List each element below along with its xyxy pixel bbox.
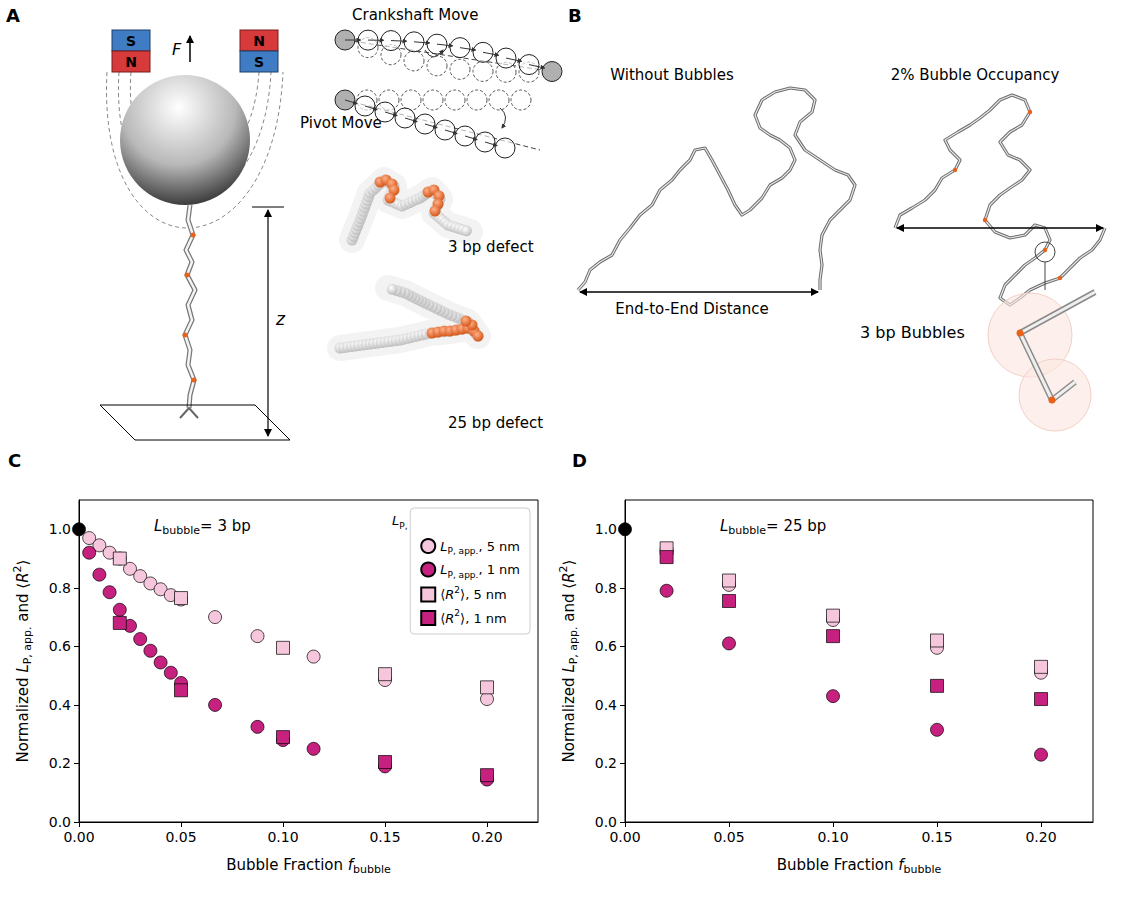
svg-text:0.6: 0.6 bbox=[49, 638, 71, 654]
svg-text:P, app.: P, app. bbox=[447, 546, 478, 556]
svg-text:Pivot Move: Pivot Move bbox=[300, 114, 382, 132]
svg-text:0.0: 0.0 bbox=[49, 814, 71, 830]
svg-text:and ⟨: and ⟨ bbox=[560, 583, 578, 627]
svg-text:S: S bbox=[254, 54, 264, 70]
svg-text:L: L bbox=[720, 517, 728, 535]
svg-text:bubble: bubble bbox=[904, 863, 942, 876]
svg-text:L: L bbox=[392, 513, 399, 528]
svg-text:, 1 nm: , 1 nm bbox=[478, 562, 520, 577]
svg-text:Crankshaft Move: Crankshaft Move bbox=[352, 6, 478, 24]
svg-text:and ⟨: and ⟨ bbox=[14, 583, 32, 627]
svg-text:⟩: ⟩ bbox=[14, 560, 32, 566]
svg-text:Bubble Fraction: Bubble Fraction bbox=[777, 856, 899, 874]
svg-text:R: R bbox=[445, 611, 454, 626]
svg-text:N: N bbox=[253, 33, 265, 49]
svg-text:0.10: 0.10 bbox=[817, 829, 848, 845]
svg-text:0.15: 0.15 bbox=[921, 829, 952, 845]
svg-text:R: R bbox=[445, 587, 454, 602]
svg-text:f: f bbox=[898, 855, 904, 874]
svg-text:1.0: 1.0 bbox=[595, 521, 617, 537]
svg-text:Normalized: Normalized bbox=[560, 673, 578, 763]
svg-text:0.2: 0.2 bbox=[595, 755, 617, 771]
svg-text:0.4: 0.4 bbox=[49, 697, 71, 713]
svg-text:2: 2 bbox=[11, 565, 24, 572]
svg-text:2% Bubble Occupancy: 2% Bubble Occupancy bbox=[891, 66, 1060, 84]
svg-text:0.8: 0.8 bbox=[49, 580, 71, 596]
svg-text:N: N bbox=[125, 54, 137, 70]
svg-text:2: 2 bbox=[454, 608, 461, 618]
svg-text:R: R bbox=[560, 572, 578, 582]
svg-text:⟩, 1 nm: ⟩, 1 nm bbox=[460, 611, 507, 626]
svg-text:C: C bbox=[8, 450, 21, 471]
svg-text:0.20: 0.20 bbox=[471, 829, 502, 845]
svg-text:0.6: 0.6 bbox=[595, 638, 617, 654]
svg-text:R: R bbox=[14, 572, 32, 582]
svg-text:25 bp defect: 25 bp defect bbox=[448, 414, 543, 432]
svg-text:, 5 nm: , 5 nm bbox=[478, 539, 520, 554]
svg-text:L: L bbox=[560, 664, 578, 672]
svg-text:0.15: 0.15 bbox=[369, 829, 400, 845]
svg-text:z: z bbox=[275, 309, 286, 329]
svg-text:3 bp defect: 3 bp defect bbox=[448, 238, 534, 256]
svg-text:⟩: ⟩ bbox=[560, 560, 578, 566]
svg-text:3 bp Bubbles: 3 bp Bubbles bbox=[860, 323, 965, 342]
svg-text:0.20: 0.20 bbox=[1025, 829, 1056, 845]
svg-text:Normalized: Normalized bbox=[14, 673, 32, 763]
svg-text:P, app.: P, app. bbox=[21, 626, 34, 664]
svg-text:Without Bubbles: Without Bubbles bbox=[610, 66, 734, 84]
svg-text:L: L bbox=[14, 664, 32, 672]
svg-text:A: A bbox=[6, 5, 20, 26]
svg-text:0.05: 0.05 bbox=[713, 829, 744, 845]
svg-text:0.4: 0.4 bbox=[595, 697, 617, 713]
svg-text:= 25 bp: = 25 bp bbox=[766, 517, 826, 535]
svg-text:0.05: 0.05 bbox=[165, 829, 196, 845]
svg-text:bubble: bubble bbox=[353, 863, 391, 876]
svg-text:1.0: 1.0 bbox=[49, 521, 71, 537]
svg-text:bubble: bubble bbox=[728, 524, 766, 537]
svg-text:0.8: 0.8 bbox=[595, 580, 617, 596]
svg-text:= 3 bp: = 3 bp bbox=[200, 517, 251, 535]
svg-text:bubble: bubble bbox=[162, 524, 200, 537]
svg-text:L: L bbox=[440, 562, 447, 577]
svg-text:2: 2 bbox=[557, 565, 570, 572]
svg-text:S: S bbox=[126, 33, 136, 49]
svg-text:0.00: 0.00 bbox=[609, 829, 640, 845]
svg-text:⟩, 5 nm: ⟩, 5 nm bbox=[460, 587, 507, 602]
svg-text:End-to-End Distance: End-to-End Distance bbox=[615, 300, 769, 318]
svg-text:P, app.: P, app. bbox=[447, 570, 478, 580]
svg-text:0.00: 0.00 bbox=[63, 829, 94, 845]
svg-text:L: L bbox=[154, 517, 162, 535]
svg-text:0.2: 0.2 bbox=[49, 755, 71, 771]
svg-text:f: f bbox=[347, 855, 354, 874]
svg-text:F: F bbox=[172, 40, 182, 59]
svg-text:2: 2 bbox=[454, 584, 461, 595]
svg-text:P, app.: P, app. bbox=[567, 626, 580, 664]
svg-text:L: L bbox=[440, 539, 447, 554]
svg-text:0.10: 0.10 bbox=[267, 829, 298, 845]
svg-text:0.0: 0.0 bbox=[595, 814, 617, 830]
svg-text:D: D bbox=[572, 450, 587, 471]
svg-text:Bubble Fraction: Bubble Fraction bbox=[226, 856, 348, 874]
svg-text:B: B bbox=[568, 5, 582, 26]
